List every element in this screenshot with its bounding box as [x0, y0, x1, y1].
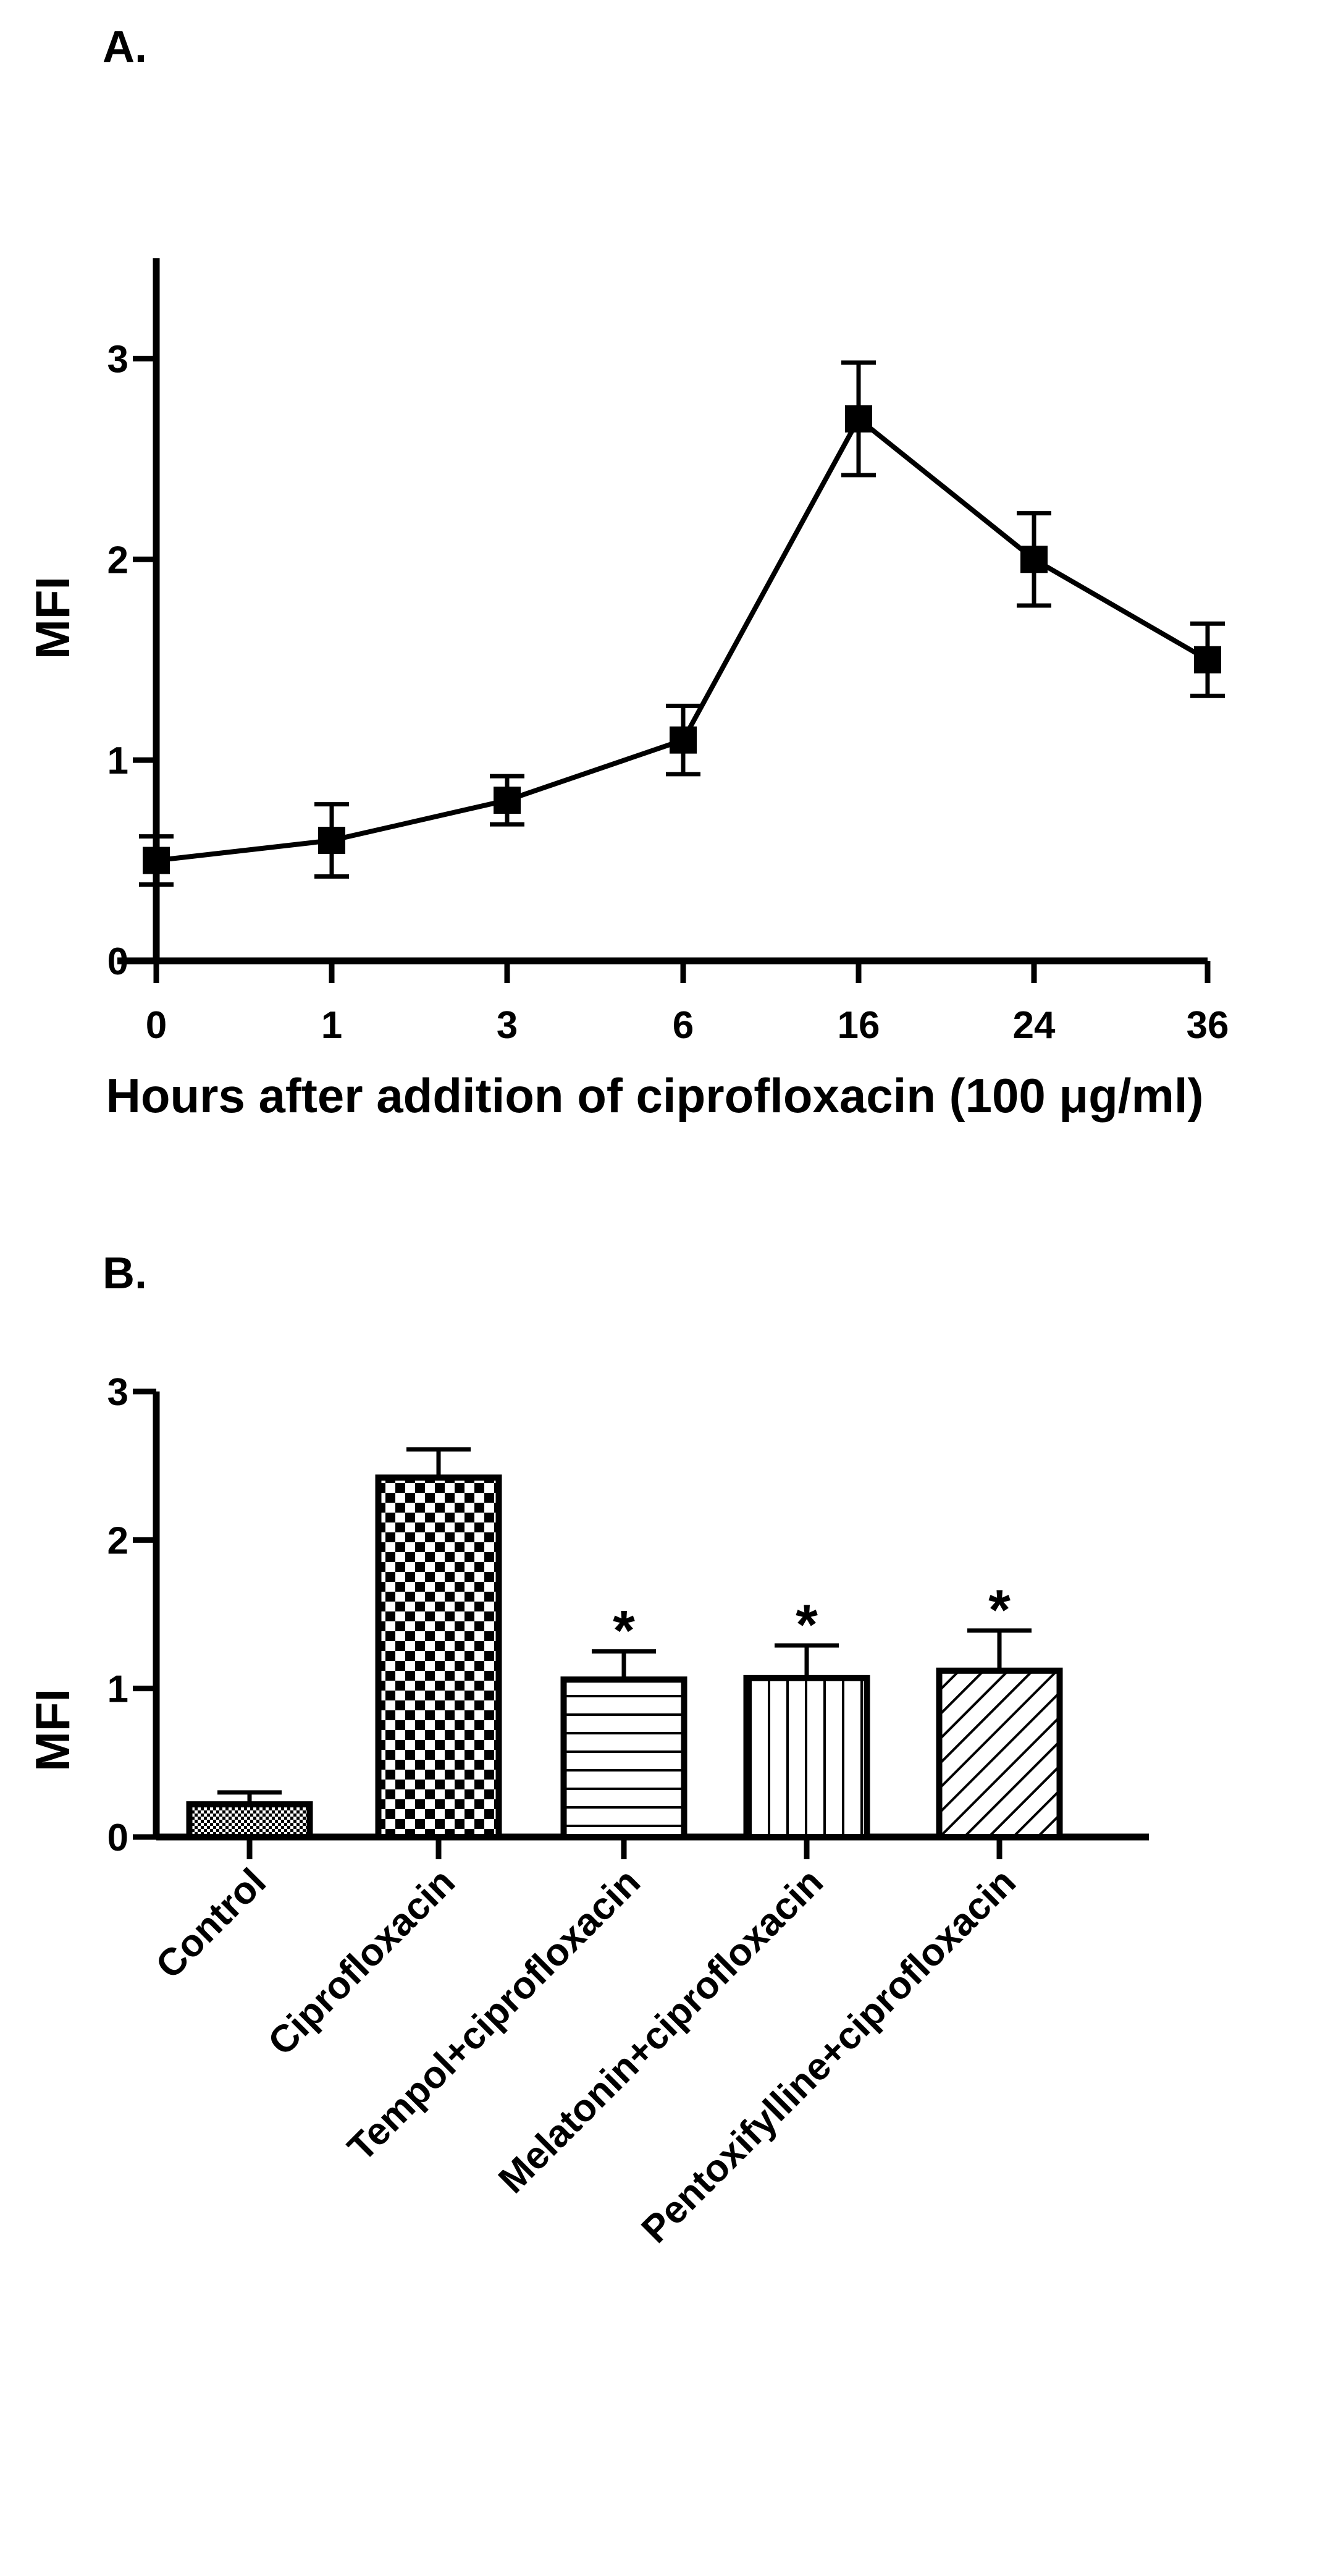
panel-b-significance-star: *	[796, 1594, 818, 1657]
panel-a-y-tick-label: 3	[107, 338, 128, 381]
panel-a-x-tick-label: 6	[673, 1004, 694, 1047]
panel-b-bar	[186, 1801, 313, 1841]
panel-b-y-tick-label: 1	[107, 1668, 128, 1711]
panel-a-label: A.	[103, 22, 147, 72]
panel-b-y-tick-label: 2	[107, 1519, 128, 1562]
panel-a-data-point	[1020, 546, 1048, 573]
panel-b-y-axis-title: MFI	[25, 1689, 80, 1772]
panel-a-x-tick-label: 1	[321, 1004, 342, 1047]
panel-b-bar	[375, 1474, 502, 1840]
panel-a-data-point	[494, 787, 521, 814]
panel-b-y-tick-label: 0	[107, 1817, 128, 1859]
panel-b-category-label: Pentoxifylline+ciprofloxacin	[634, 1860, 1024, 2251]
panel-a-error-bars	[139, 360, 1225, 887]
panel-b-label: B.	[103, 1249, 147, 1298]
panel-a-data-point	[318, 827, 345, 855]
panel-a-points	[143, 405, 1221, 874]
panel-a-x-tick-label: 16	[838, 1004, 880, 1047]
panel-b-significance-star: *	[613, 1600, 635, 1663]
panel-a-x-tick-labels: 0 1 3 6 16 24 36	[146, 1004, 1229, 1047]
panel-a-x-tick-label: 36	[1187, 1004, 1229, 1047]
panel-b-bars	[186, 1474, 1063, 1841]
panel-a-y-tick-label: 2	[107, 539, 128, 581]
panel-b-y-tick-label: 3	[107, 1371, 128, 1414]
panel-b-significance-star: *	[988, 1579, 1011, 1642]
panel-b-category-label: Control	[148, 1860, 274, 1987]
panel-a-x-tick-label: 3	[497, 1004, 518, 1047]
panel-a-x-tick-label: 24	[1013, 1004, 1056, 1047]
panel-a-series-line	[156, 415, 1209, 863]
panel-b-bar	[560, 1676, 687, 1840]
panel-a-data-point	[143, 847, 170, 874]
panel-a-y-tick-labels: 0 1 2 3	[107, 338, 128, 983]
panel-a-data-point	[1194, 646, 1221, 674]
panel-a-data-point	[845, 405, 872, 433]
panel-b-category-label: Ciprofloxacin	[260, 1860, 463, 2064]
panel-b-category-label: Melatonin+ciprofloxacin	[490, 1860, 831, 2202]
panel-a-y-tick-label: 0	[107, 940, 128, 983]
panel-b-bar-chart: B. MFI * * * ControlCiprofloxacinTempol+ci…	[25, 1249, 1149, 2251]
panel-b-bar	[936, 1667, 1063, 1840]
panel-b-category-labels: ControlCiprofloxacinTempol+ciprofloxacin…	[148, 1860, 1024, 2251]
panel-b-error-bars	[217, 1447, 1032, 1805]
panel-a-axes	[117, 258, 1211, 983]
panel-b-significance-marks: * * *	[613, 1579, 1011, 1663]
panel-a-x-tick-label: 0	[146, 1004, 167, 1047]
panel-b-bar	[743, 1674, 870, 1840]
panel-a-x-axis-title: Hours after addition of ciprofloxacin (1…	[106, 1068, 1204, 1123]
panel-a-data-point	[670, 726, 697, 754]
panel-a-y-axis-title: MFI	[25, 576, 80, 659]
panel-b-y-tick-labels: 0 1 2 3	[107, 1371, 128, 1859]
panel-a-y-tick-label: 1	[107, 740, 128, 782]
panel-a-line-chart: A. MFI Hours after addition of ciproflox…	[25, 22, 1229, 1123]
